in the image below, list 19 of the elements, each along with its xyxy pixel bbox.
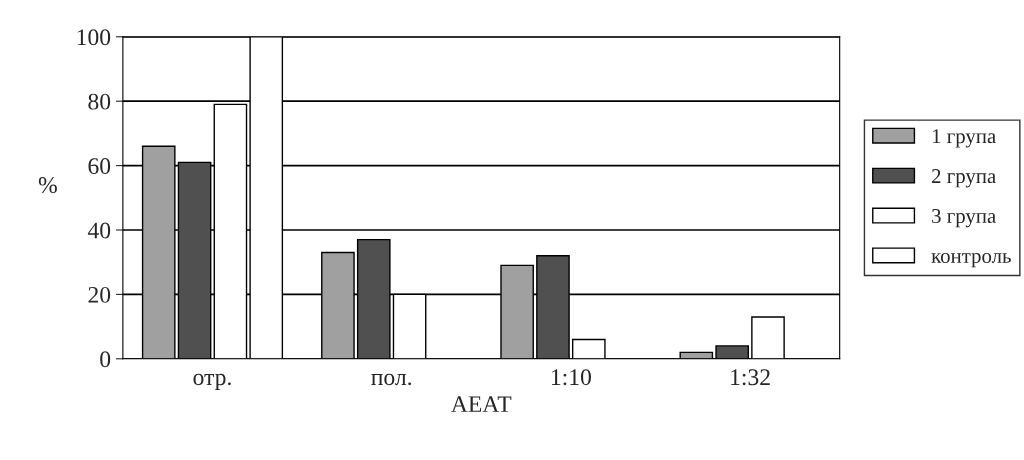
- x-tick-label: 1:32: [731, 369, 770, 386]
- x-tick-label: пол.: [371, 373, 412, 386]
- x-axis-title: АЕАТ: [451, 396, 512, 412]
- bar: [571, 338, 606, 359]
- x-tick-label: отр.: [193, 373, 231, 390]
- y-tick-label: 40: [87, 222, 111, 239]
- y-tick-label: 80: [88, 93, 111, 110]
- legend-label: 2 група: [932, 169, 996, 188]
- y-tick-label: 100: [77, 29, 111, 46]
- y-axis-title: %: [38, 177, 57, 194]
- y-tick-label: 60: [88, 158, 111, 175]
- y-tick-label: 20: [88, 286, 111, 303]
- y-tick-label: 0: [100, 351, 111, 368]
- legend-label: 3 група: [932, 209, 996, 228]
- legend-label: контроль: [931, 252, 1011, 268]
- bar: [715, 345, 749, 359]
- x-tick-label: 1:10: [551, 369, 591, 386]
- legend-label: 1 група: [932, 129, 996, 148]
- bar: [751, 316, 785, 359]
